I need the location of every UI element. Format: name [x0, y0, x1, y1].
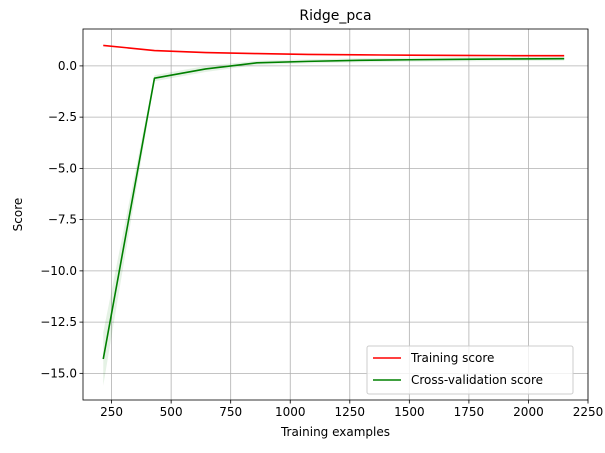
x-axis-title: Training examples — [280, 425, 390, 439]
y-tick-label: −12.5 — [40, 315, 77, 329]
legend-label-cross-validation: Cross-validation score — [411, 373, 543, 387]
x-tick-label: 750 — [219, 405, 242, 419]
y-tick-label: −7.5 — [48, 213, 77, 227]
chart-title: Ridge_pca — [299, 8, 371, 24]
series-line-0 — [103, 44, 565, 57]
y-tick-label: −15.0 — [40, 366, 77, 380]
series-line-1 — [102, 57, 565, 360]
x-tick-label: 1500 — [394, 405, 425, 419]
legend-label-training: Training score — [410, 351, 494, 365]
x-tick-label: 2000 — [513, 405, 544, 419]
y-axis-ticks: 0.0 −2.5 −5.0 −7.5 −10.0 −12.5 −15.0 — [40, 59, 83, 380]
x-tick-label: 2250 — [573, 405, 604, 419]
y-tick-label: −2.5 — [48, 110, 77, 124]
x-axis-ticks: 250 500 750 1000 1250 1500 1750 2000 2250 — [100, 400, 603, 419]
x-tick-label: 1000 — [275, 405, 306, 419]
x-tick-label: 1750 — [454, 405, 485, 419]
y-tick-label: −10.0 — [40, 264, 77, 278]
series-lines — [102, 44, 565, 360]
legend-box — [366, 345, 574, 395]
y-axis-title: Score — [11, 198, 25, 232]
x-tick-label: 1250 — [335, 405, 366, 419]
x-tick-label: 250 — [100, 405, 123, 419]
legend: Training score Cross-validation score — [366, 345, 574, 395]
y-tick-label: 0.0 — [58, 59, 77, 73]
x-tick-label: 500 — [160, 405, 183, 419]
plot-frame — [82, 28, 589, 401]
y-tick-label: −5.0 — [48, 161, 77, 175]
